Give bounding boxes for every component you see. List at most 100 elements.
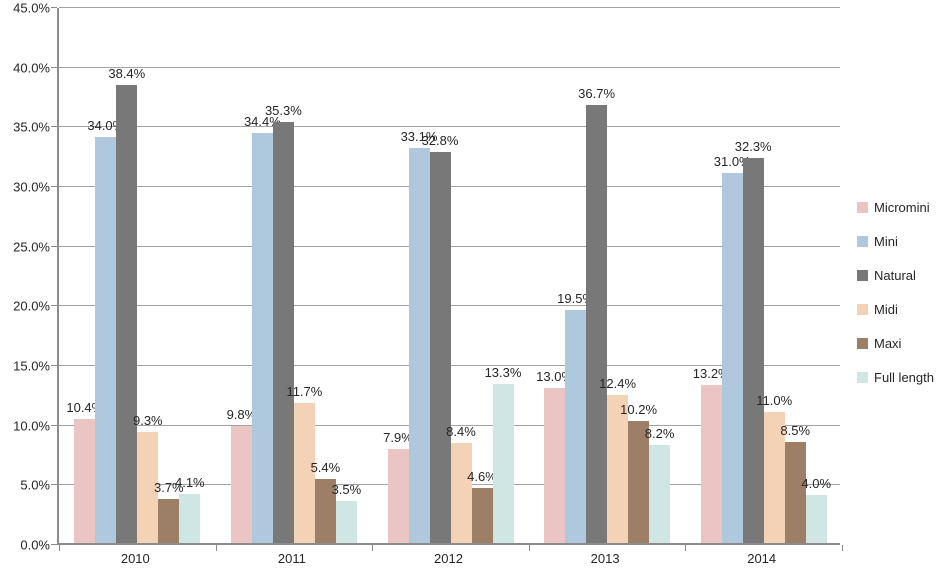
y-axis-tick-label: 0.0% bbox=[20, 537, 50, 553]
legend-label: Maxi bbox=[874, 335, 902, 351]
bar-data-label: 8.5% bbox=[780, 422, 811, 438]
bar-mini-2014 bbox=[721, 173, 743, 543]
bar-data-label: 9.8% bbox=[226, 407, 257, 423]
y-axis-tick bbox=[51, 484, 57, 486]
legend-item-midi: Midi bbox=[857, 292, 934, 326]
y-axis-tick-label: 15.0% bbox=[13, 358, 50, 374]
x-axis-tick bbox=[216, 545, 217, 551]
bar-data-label: 4.1% bbox=[174, 475, 205, 491]
bar-data-label: 5.4% bbox=[310, 459, 341, 475]
bar-data-label: 7.9% bbox=[383, 429, 413, 445]
bar-full-length-2010 bbox=[179, 494, 201, 543]
x-axis-tick bbox=[842, 545, 843, 551]
bar-midi-2011 bbox=[293, 403, 315, 543]
x-axis-category-label: 2014 bbox=[747, 551, 777, 566]
y-axis-tick-label: 45.0% bbox=[13, 0, 50, 16]
legend-swatch-icon bbox=[857, 337, 868, 349]
legend-swatch-icon bbox=[857, 201, 868, 213]
bar-data-label: 4.6% bbox=[467, 469, 497, 485]
bar-data-label: 8.2% bbox=[644, 426, 675, 442]
bar-data-label: 34.4% bbox=[243, 113, 281, 129]
bar-data-label: 13.2% bbox=[692, 366, 730, 382]
y-axis-tick-label: 25.0% bbox=[13, 239, 50, 255]
bar-micromini-2013 bbox=[544, 387, 566, 543]
bar-data-label: 10.2% bbox=[620, 402, 658, 418]
bar-midi-2013 bbox=[607, 395, 629, 543]
bar-midi-2014 bbox=[763, 411, 785, 543]
y-axis-tick bbox=[51, 186, 57, 187]
x-axis-category-labels: 2010 2011 2012 2013 2014 bbox=[57, 551, 840, 571]
bar-data-label: 9.3% bbox=[132, 413, 163, 429]
bar-mini-2011 bbox=[251, 132, 273, 543]
y-axis-tick bbox=[51, 424, 57, 426]
bar-data-label: 19.5% bbox=[557, 291, 595, 307]
y-axis-tick-label: 5.0% bbox=[20, 477, 50, 493]
legend-swatch-icon bbox=[857, 235, 868, 247]
bar-data-label: 38.4% bbox=[108, 65, 146, 81]
gridline bbox=[59, 7, 840, 8]
bar-maxi-2010 bbox=[158, 498, 180, 543]
bar-data-label: 8.4% bbox=[446, 423, 476, 439]
y-axis-tick bbox=[51, 544, 57, 545]
bar-full-length-2012 bbox=[492, 384, 514, 543]
bar-micromini-2011 bbox=[230, 426, 252, 543]
y-axis-tick bbox=[51, 245, 57, 247]
bar-mini-2012 bbox=[408, 148, 430, 543]
bar-data-label: 36.7% bbox=[578, 86, 616, 102]
bar-data-label: 34.0% bbox=[87, 118, 125, 134]
bar-data-label: 10.4% bbox=[66, 399, 104, 415]
bar-micromini-2014 bbox=[700, 385, 722, 543]
bar-mini-2010 bbox=[95, 137, 117, 543]
bar-data-label: 35.3% bbox=[264, 102, 302, 118]
gridline bbox=[59, 66, 840, 68]
legend-label: Full length bbox=[874, 369, 934, 385]
legend-item-maxi: Maxi bbox=[857, 326, 934, 360]
bar-data-label: 32.3% bbox=[734, 138, 772, 154]
bar-data-label: 13.0% bbox=[536, 368, 574, 384]
legend-swatch-icon bbox=[857, 269, 868, 281]
bar-data-label: 32.8% bbox=[421, 132, 459, 148]
y-axis-tick-labels: 45.0% 40.0% 35.0% 30.0% 25.0% 20.0% 15.0% 10.0%… bbox=[0, 1, 50, 553]
y-axis-tick-label: 20.0% bbox=[13, 298, 50, 314]
legend-item-full-length: Full length bbox=[857, 360, 934, 394]
y-axis-tick bbox=[51, 305, 57, 307]
bar-mini-2013 bbox=[565, 310, 587, 543]
plot-area: 10.4% 34.0% 38.4% 9.3% 3.7% 4.1% 9.8% 34.4% 35.3… bbox=[51, 7, 843, 551]
x-axis-tick bbox=[685, 545, 686, 551]
bar-full-length-2011 bbox=[335, 501, 357, 543]
bar-midi-2010 bbox=[137, 432, 159, 543]
x-axis-tick bbox=[529, 545, 530, 551]
bar-maxi-2012 bbox=[471, 488, 493, 543]
bar-data-label: 11.7% bbox=[286, 384, 323, 400]
legend-item-natural: Natural bbox=[857, 258, 934, 292]
y-axis-tick bbox=[51, 66, 57, 68]
x-axis-category-label: 2012 bbox=[434, 551, 463, 566]
bar-natural-2012 bbox=[429, 151, 451, 543]
y-axis-tick-label: 30.0% bbox=[13, 179, 50, 195]
bar-natural-2010 bbox=[116, 84, 138, 543]
legend: Micromini Mini Natural Midi Maxi Full length bbox=[857, 190, 934, 394]
bar-data-label: 12.4% bbox=[599, 376, 637, 392]
bar-data-label: 33.1% bbox=[400, 129, 438, 145]
bar-natural-2011 bbox=[272, 121, 294, 543]
bar-natural-2014 bbox=[742, 157, 764, 543]
legend-label: Micromini bbox=[874, 199, 930, 215]
bar-midi-2012 bbox=[450, 442, 472, 543]
y-axis-tick bbox=[51, 7, 57, 8]
bar-data-label: 13.3% bbox=[484, 365, 522, 381]
bar-maxi-2013 bbox=[628, 421, 650, 543]
gridline bbox=[59, 126, 840, 128]
legend-swatch-icon bbox=[857, 303, 868, 315]
bar-maxi-2014 bbox=[784, 441, 806, 543]
legend-swatch-icon bbox=[857, 371, 868, 383]
y-axis-tick-label: 10.0% bbox=[13, 418, 50, 434]
bar-data-label: 31.0% bbox=[713, 154, 751, 170]
bar-full-length-2014 bbox=[805, 495, 827, 543]
bar-data-label: 4.0% bbox=[801, 476, 832, 492]
legend-label: Mini bbox=[874, 233, 898, 249]
bar-data-label: 3.5% bbox=[331, 482, 362, 498]
legend-label: Natural bbox=[874, 267, 916, 283]
bar-data-label: 3.7% bbox=[153, 479, 184, 495]
legend-label: Midi bbox=[874, 301, 898, 317]
